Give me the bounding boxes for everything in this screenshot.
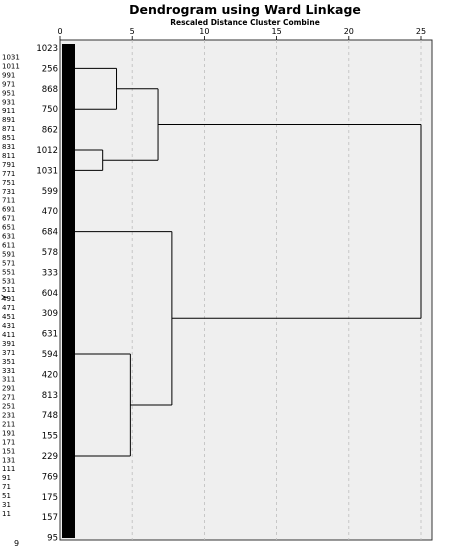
cluster-label: 1031 (36, 166, 58, 176)
plot-area (59, 39, 433, 541)
case-label: 11 (2, 510, 11, 518)
y-axis-title: Y (1, 294, 11, 301)
case-label: 1011 (2, 62, 20, 70)
case-label: 971 (2, 80, 15, 88)
cluster-label: 748 (42, 411, 58, 421)
cluster-label: 769 (42, 472, 58, 482)
tick-label: 10 (199, 27, 209, 36)
case-labels: 1031101199197195193191189187185183181179… (2, 54, 20, 518)
case-label: 911 (2, 107, 15, 115)
case-label: 771 (2, 170, 15, 178)
case-label: 811 (2, 152, 15, 160)
case-label: 571 (2, 259, 15, 267)
cluster-label: 631 (42, 330, 58, 340)
case-label: 431 (2, 322, 15, 330)
case-label: 511 (2, 286, 15, 294)
case-label: 211 (2, 420, 15, 428)
case-label: 351 (2, 358, 15, 366)
cluster-label: 470 (42, 207, 58, 217)
cluster-label: 95 (47, 534, 58, 544)
case-label: 1031 (2, 54, 20, 62)
cluster-label: 157 (42, 513, 58, 523)
case-label: 791 (2, 161, 15, 169)
case-label: 731 (2, 188, 15, 196)
case-label: 371 (2, 349, 15, 357)
case-label: 71 (2, 483, 11, 491)
tick-label: 5 (130, 27, 135, 36)
case-label: 231 (2, 412, 15, 420)
case-label: 251 (2, 403, 15, 411)
cluster-label: 155 (42, 432, 58, 442)
cluster-label: 604 (42, 289, 58, 299)
chart-title: Dendrogram using Ward Linkage (129, 2, 361, 17)
cluster-label: 599 (42, 187, 58, 197)
case-label: 831 (2, 143, 15, 151)
cluster-label: 256 (42, 64, 58, 74)
cluster-label: 420 (42, 370, 58, 380)
cluster-label: 175 (42, 493, 58, 503)
cluster-label: 578 (42, 248, 58, 258)
case-label: 891 (2, 116, 15, 124)
cluster-label: 862 (42, 126, 58, 136)
tick-label: 20 (344, 27, 354, 36)
case-label: 751 (2, 179, 15, 187)
case-label: 391 (2, 340, 15, 348)
x-axis-ticks: 0 5 10 15 20 25 (57, 27, 426, 40)
case-label: 171 (2, 438, 15, 446)
case-label: 91 (2, 474, 11, 482)
case-label: 411 (2, 331, 15, 339)
case-label: 871 (2, 125, 15, 133)
case-label: 451 (2, 313, 15, 321)
cluster-label: 813 (42, 391, 58, 401)
case-label: 311 (2, 376, 15, 384)
dendrogram-links (75, 67, 422, 457)
cluster-labels: 1023 256 868 750 862 1012 1031 599 470 684 578 333 6… (36, 44, 58, 544)
case-label: 671 (2, 215, 15, 223)
case-label: 991 (2, 71, 15, 79)
cluster-label: 750 (42, 105, 58, 115)
case-marker-bar (62, 44, 75, 538)
case-label: 691 (2, 206, 15, 214)
case-label: 591 (2, 250, 15, 258)
case-label: 951 (2, 89, 15, 97)
case-label: 651 (2, 224, 15, 232)
case-label: 491 (2, 295, 15, 303)
tick-label: 0 (57, 27, 62, 36)
case-label: 131 (2, 456, 15, 464)
cluster-label: 684 (42, 228, 58, 238)
case-label: 31 (2, 501, 11, 509)
case-label: 331 (2, 367, 15, 375)
cluster-label: 309 (42, 309, 58, 319)
cluster-label: 1012 (36, 146, 58, 156)
case-label: 531 (2, 277, 15, 285)
case-label: 271 (2, 394, 15, 402)
case-label: 851 (2, 134, 15, 142)
cluster-label: 333 (42, 268, 58, 278)
chart-subtitle: Rescaled Distance Cluster Combine (170, 18, 320, 27)
case-label: 111 (2, 465, 15, 473)
case-label: 151 (2, 447, 15, 455)
cluster-label: 594 (42, 350, 58, 360)
cluster-label: 868 (42, 85, 58, 95)
cluster-label: 1023 (36, 44, 58, 54)
case-label: 191 (2, 429, 15, 437)
case-label: 711 (2, 197, 15, 205)
tick-label: 25 (416, 27, 426, 36)
grid-lines (131, 40, 422, 540)
cluster-label: 229 (42, 452, 58, 462)
bottom-axis-label: 9 (14, 539, 19, 548)
case-label: 51 (2, 492, 11, 500)
case-label: 291 (2, 385, 15, 393)
case-label: 471 (2, 304, 15, 312)
case-label: 611 (2, 241, 15, 249)
tick-label: 15 (272, 27, 282, 36)
case-label: 931 (2, 98, 15, 106)
case-label: 631 (2, 233, 15, 241)
case-label: 551 (2, 268, 15, 276)
